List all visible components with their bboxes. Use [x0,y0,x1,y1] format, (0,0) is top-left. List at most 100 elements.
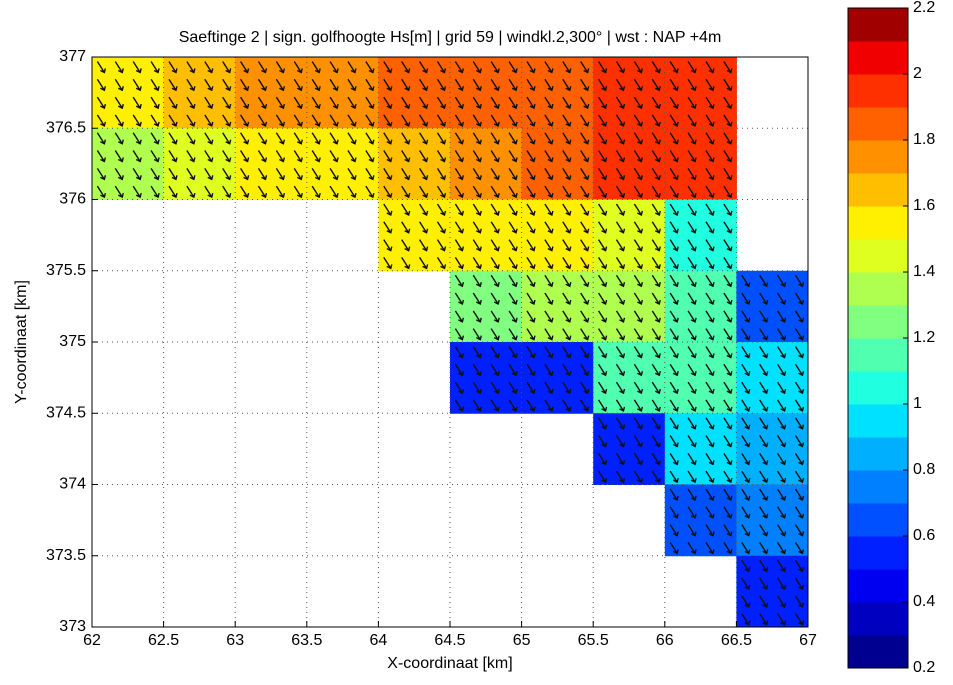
flow-arrow [633,381,644,395]
flow-arrow [454,61,465,74]
flow-arrow [669,363,679,377]
flow-arrow [544,257,554,270]
flow-arrow [723,363,733,377]
flow-arrow [651,274,661,288]
flow-arrow [723,470,733,484]
flow-arrow [311,167,321,181]
flow-arrow [544,150,554,163]
flow-arrow [526,61,536,74]
flow-arrow [365,185,375,199]
flow-arrow [687,381,697,395]
flow-arrow [687,114,697,127]
flow-arrow [96,185,107,199]
flow-arrow [597,417,608,430]
flow-arrow [723,150,733,163]
flow-arrow [544,132,554,145]
flow-arrow [794,417,805,430]
flow-arrow [741,577,751,591]
flow-arrow [723,185,733,199]
flow-arrow [257,78,268,92]
flow-arrow [150,96,160,110]
flow-arrow [580,203,590,216]
flow-arrow [776,381,787,395]
flow-arrow [794,524,805,537]
flow-arrow [347,96,357,110]
flow-arrow [776,292,787,306]
chart-title: Saeftinge 2 | sign. golfhoogte Hs[m] | g… [179,29,722,46]
flow-arrow [293,185,303,199]
flow-arrow [687,470,697,484]
flow-arrow [723,167,733,181]
flow-arrow [436,185,447,199]
flow-arrow [222,114,232,127]
flow-arrow [418,132,429,145]
flow-arrow [132,78,142,92]
flow-arrow [723,542,733,555]
flow-arrow [669,292,679,306]
flow-arrow [580,185,590,199]
flow-arrow [275,61,286,74]
flow-arrow [669,150,679,163]
flow-arrow [490,185,500,199]
flow-arrow [651,346,661,359]
flow-arrow [723,381,733,395]
flow-arrow [705,524,715,537]
flow-arrow [401,239,411,252]
flow-arrow [454,185,465,199]
flow-arrow [383,114,393,127]
flow-arrow [794,506,805,519]
plot-frame [91,56,809,628]
flow-arrow [615,470,626,484]
colorbar-level [848,503,908,537]
flow-arrow [651,292,661,306]
flow-arrow [759,542,769,555]
colorbar-level [848,140,908,174]
flow-arrow [580,114,590,127]
flow-arrow [168,132,178,145]
axes: 62 62.5 63 63.5 64 64.5 65 65.5 66 66.5 67 373 373.5… [46,48,817,649]
flow-arrow [544,167,554,181]
flow-arrow [544,363,554,377]
colorbar-tick-label: 1.4 [913,263,935,280]
flow-arrow [580,96,590,110]
flow-arrow [365,61,375,74]
flow-arrow [508,310,518,323]
flow-arrow [562,150,572,163]
flow-arrow [418,239,429,252]
flow-arrow [490,292,500,306]
flow-arrow [669,239,679,252]
flow-arrow [454,274,465,288]
flow-arrow [651,435,661,448]
flow-arrow [275,167,286,181]
flow-arrow [633,399,644,412]
flow-arrow [633,239,644,252]
flow-arrow [615,363,626,377]
flow-arrow [490,399,500,412]
flow-arrow [615,239,626,252]
flow-arrow [615,452,626,466]
flow-arrow [562,185,572,199]
flow-arrow [633,257,644,270]
flow-arrow [705,346,715,359]
flow-arrow [651,310,661,323]
flow-arrow [597,221,608,234]
flow-arrow [311,185,321,199]
flow-arrow [454,310,465,323]
flow-arrow [580,132,590,145]
flow-arrow [508,150,518,163]
flow-arrow [418,185,429,199]
flow-arrow [562,221,572,234]
flow-arrow [651,185,661,199]
flow-arrow [687,452,697,466]
flow-arrow [347,114,357,127]
flow-arrow [633,328,644,341]
flow-arrow [436,78,447,92]
flow-arrow [293,96,303,110]
flow-arrow [794,613,805,626]
flow-arrow [580,150,590,163]
flow-arrow [454,363,465,377]
flow-arrow [723,239,733,252]
flow-arrow [490,274,500,288]
flow-arrow [204,185,214,199]
flow-arrow [615,78,626,92]
